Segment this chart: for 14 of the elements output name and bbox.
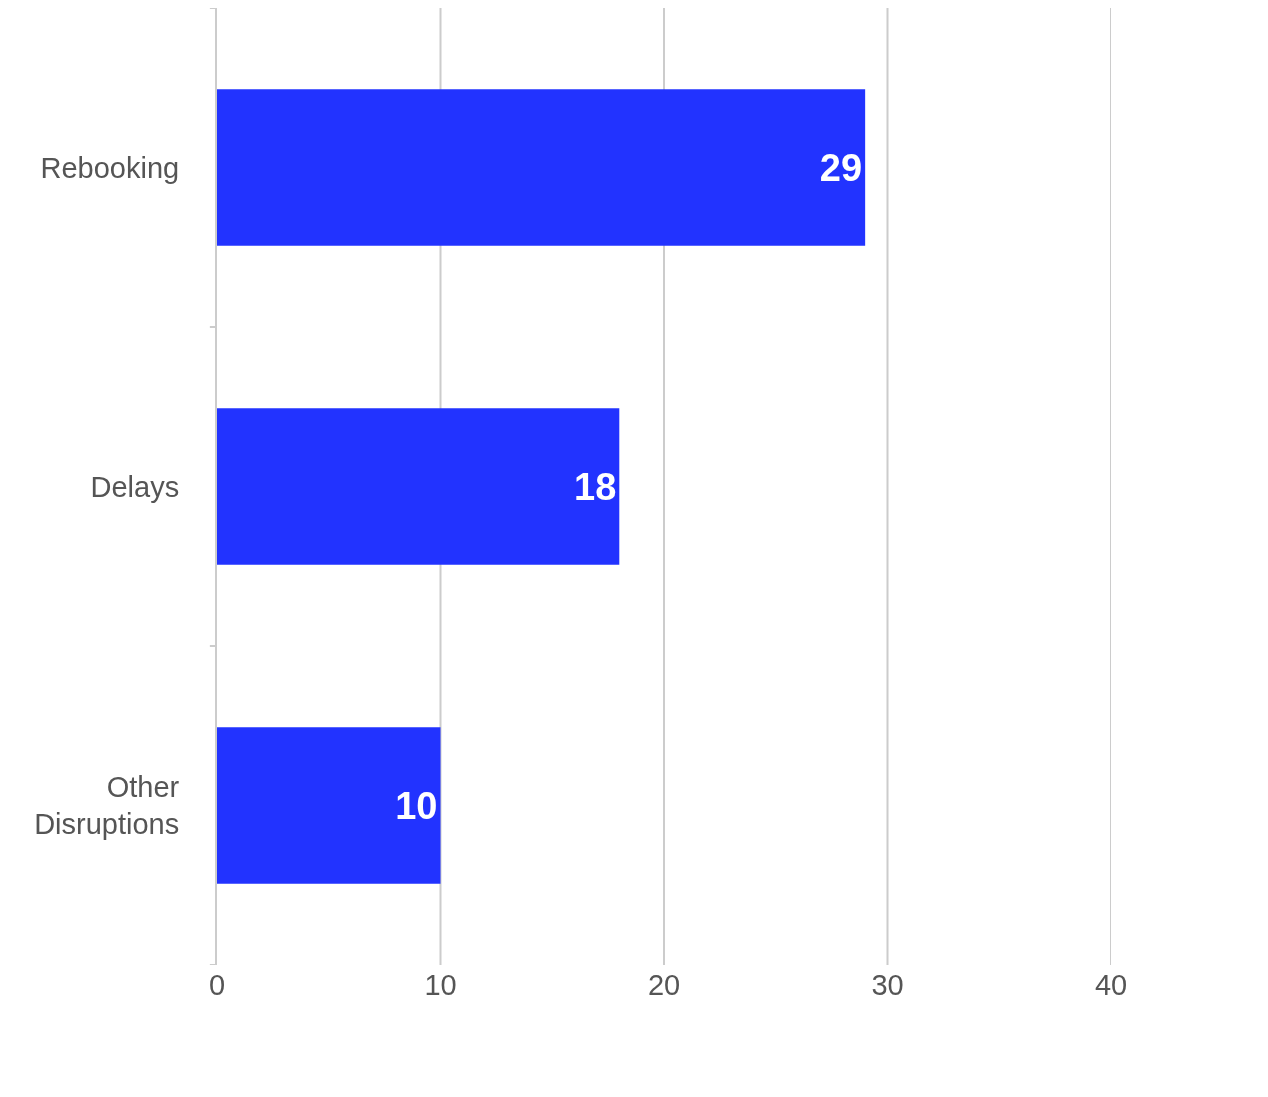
y-tick-label: Rebooking xyxy=(40,151,180,184)
data-label: 10 xyxy=(395,784,438,827)
x-tick-label: 30 xyxy=(871,969,904,1001)
x-tick-label: 10 xyxy=(424,969,457,1001)
x-tick-label: 20 xyxy=(647,969,681,1001)
y-tick-label: Other Disruptions xyxy=(34,770,180,841)
bar xyxy=(217,408,620,565)
bar xyxy=(217,89,866,246)
bar xyxy=(217,727,441,884)
data-label: 18 xyxy=(574,465,617,508)
x-tick-label: 0 xyxy=(208,969,226,1001)
y-tick-label: Delays xyxy=(90,470,180,503)
x-tick-label: 40 xyxy=(1094,969,1128,1001)
data-label: 29 xyxy=(819,146,863,189)
